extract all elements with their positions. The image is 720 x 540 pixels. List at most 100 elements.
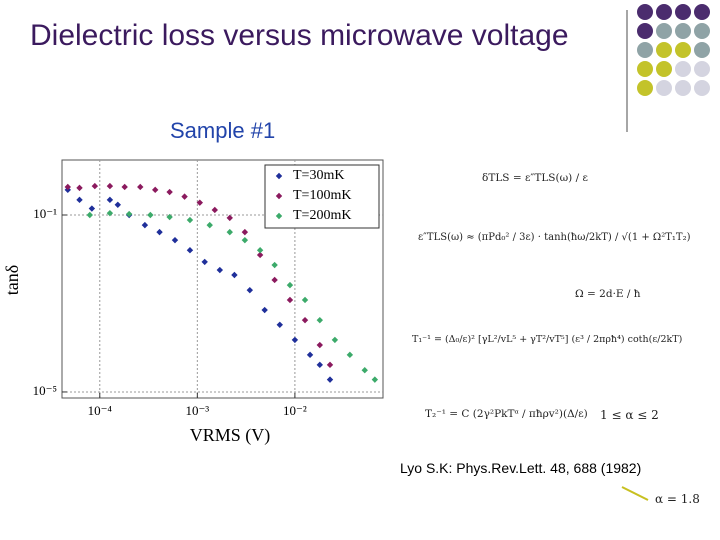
decor-dot	[694, 42, 710, 58]
data-point	[241, 228, 249, 236]
data-point	[261, 306, 268, 314]
data-point	[226, 214, 233, 222]
formula: 1 ≤ α ≤ 2	[600, 408, 659, 422]
formula: T₂⁻¹ = C (2γ²PkTᵅ / πħρv²)(Δ/ε)	[425, 408, 588, 420]
formula: Ω = 2d·E / ħ	[575, 288, 641, 300]
data-point	[121, 183, 128, 191]
decor-dot	[656, 80, 672, 96]
decoration	[621, 10, 649, 501]
decor-dot	[637, 4, 653, 20]
decor-dot	[656, 4, 672, 20]
data-point	[125, 211, 133, 219]
legend-marker	[275, 192, 283, 200]
data-point	[106, 196, 114, 204]
data-point	[256, 247, 264, 254]
slide-title: Dielectric loss versus microwave voltage	[30, 19, 569, 52]
decor-dot	[675, 4, 691, 20]
formula: ε″TLS(ω) ≈ (πPd₀² / 3ε) · tanh(ħω/2kT) /…	[418, 232, 691, 243]
data-point	[76, 196, 83, 204]
data-point	[166, 188, 173, 196]
x-axis-label: VRMS (V)	[190, 425, 271, 446]
x-tick-label: 10⁻³	[185, 403, 209, 418]
data-point	[196, 199, 204, 206]
decor-dot	[656, 23, 672, 39]
data-point	[326, 361, 334, 369]
data-point	[371, 376, 379, 383]
data-point	[206, 221, 213, 229]
decor-dot	[675, 61, 691, 77]
formula: T₁⁻¹ = (Δ₀/ε)² [γL²/vL⁵ + γT²/vT⁵] (ε³ /…	[412, 334, 683, 345]
data-point	[271, 261, 278, 269]
data-point	[346, 351, 354, 359]
plot-frame	[61, 159, 384, 399]
y-tick-label: 10⁻¹	[33, 206, 57, 221]
data-point	[166, 213, 173, 221]
data-point	[186, 247, 194, 254]
decor-dot	[694, 80, 710, 96]
decor-dot	[637, 80, 653, 96]
data-point	[186, 216, 194, 224]
data-point	[256, 251, 264, 259]
data-point	[286, 296, 294, 304]
decor-dot	[637, 61, 653, 77]
data-point	[316, 361, 323, 369]
data-point	[181, 193, 188, 200]
data-point	[106, 209, 114, 217]
data-point	[231, 271, 238, 279]
formula: α = 1.8	[655, 492, 700, 506]
decor-dot	[656, 42, 672, 58]
data-point	[316, 341, 323, 349]
data-point	[88, 205, 96, 212]
data-point	[106, 182, 114, 190]
data-point	[291, 336, 299, 344]
decor-dot	[694, 4, 710, 20]
pointer-line	[621, 486, 649, 501]
slide-subtitle: Sample #1	[170, 118, 276, 143]
data-point	[201, 258, 208, 266]
data-point	[91, 182, 99, 190]
formula: δTLS = ε″TLS(ω) / ε	[482, 172, 588, 184]
legend-label: T=30mK	[293, 168, 344, 183]
data-point	[64, 186, 71, 194]
decor-dot	[637, 42, 653, 58]
data-point	[137, 183, 144, 191]
decor-dot	[637, 23, 653, 39]
legend-marker	[275, 212, 283, 220]
x-tick-label: 10⁻⁴	[88, 403, 113, 418]
data-point	[156, 228, 163, 236]
data-point	[301, 296, 309, 304]
data-point	[171, 236, 179, 244]
data-point	[361, 367, 368, 374]
citation: Lyo S.K: Phys.Rev.Lett. 48, 688 (1982)	[400, 460, 642, 476]
data-point	[301, 316, 309, 324]
legend-box	[264, 164, 380, 229]
data-point	[226, 228, 233, 236]
data-point	[152, 186, 159, 194]
data-point	[241, 236, 249, 244]
data-point	[286, 281, 294, 289]
data-point	[276, 321, 283, 328]
data-point	[147, 211, 154, 219]
y-axis-label: tanδ	[2, 265, 22, 295]
data-point	[271, 276, 278, 284]
data-point	[306, 351, 314, 359]
decor-dot	[656, 61, 672, 77]
data-point	[86, 211, 93, 219]
data-point	[326, 376, 334, 383]
y-tick-label: 10⁻⁵	[33, 383, 57, 398]
x-tick-label: 10⁻²	[283, 403, 307, 418]
decor-dot	[675, 42, 691, 58]
data-point	[246, 286, 254, 294]
decor-dot	[694, 61, 710, 77]
data-point	[64, 183, 71, 191]
data-point	[125, 210, 133, 218]
data-point	[114, 201, 121, 208]
data-point	[211, 206, 218, 214]
data-point	[76, 184, 83, 192]
legend-label: T=200mK	[293, 208, 351, 223]
decor-dot	[675, 23, 691, 39]
decor-dot	[694, 23, 710, 39]
legend-label: T=100mK	[293, 188, 351, 203]
